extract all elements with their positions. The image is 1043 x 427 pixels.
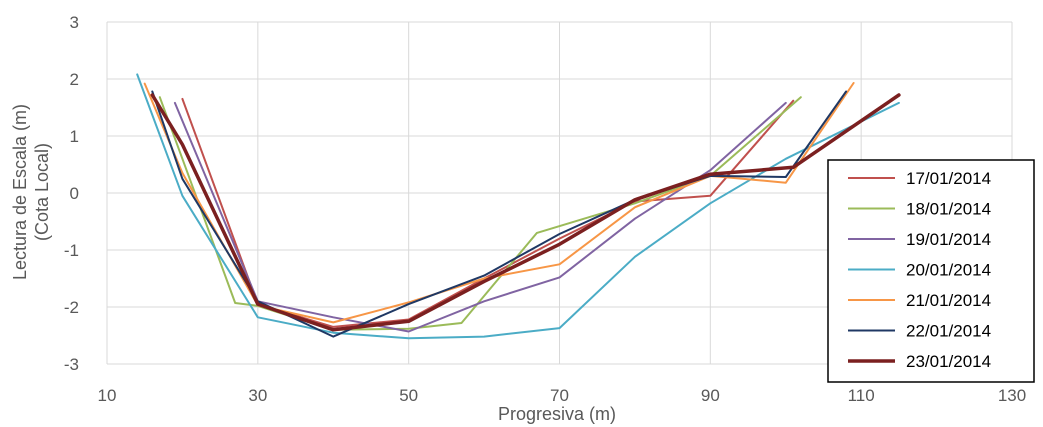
legend-label: 19/01/2014 [906,230,991,249]
x-tick-label: 130 [998,386,1026,405]
y-tick-label: 0 [70,184,79,203]
y-tick-label: -1 [64,241,79,260]
x-tick-label: 30 [248,386,267,405]
x-tick-label: 70 [550,386,569,405]
series-lines [136,73,901,340]
x-axis-title: Progresiva (m) [498,404,616,424]
legend-label: 23/01/2014 [906,352,991,371]
legend-box [827,159,1035,383]
x-tick-label: 110 [848,386,875,405]
x-tick-label: 10 [98,386,117,405]
y-tick-label: -3 [64,355,79,374]
x-tick-label: 50 [399,386,418,405]
legend-label: 22/01/2014 [906,322,991,341]
y-tick-label: 3 [70,13,79,32]
legend: 17/01/2014 18/01/2014 19/01/2014 20/01/2014… [827,159,1035,383]
series-line-22/01/2014 [151,90,848,338]
legend-label: 20/01/2014 [906,261,991,280]
y-axis-title-line2: (Cota Local) [32,143,52,241]
y-axis-title-line1: Lectura de Escala (m) [10,104,30,280]
series-line-18/01/2014 [158,96,802,331]
series-line-19/01/2014 [173,101,787,333]
legend-label: 21/01/2014 [906,291,991,310]
y-tick-label: -2 [64,298,79,317]
x-tick-label: 90 [701,386,720,405]
y-tick-label: 2 [70,70,79,89]
series-line-23/01/2014 [150,93,901,332]
series-line-20/01/2014 [136,73,900,340]
legend-label: 17/01/2014 [906,169,991,188]
y-tick-label: 1 [70,127,79,146]
legend-label: 18/01/2014 [906,200,991,219]
